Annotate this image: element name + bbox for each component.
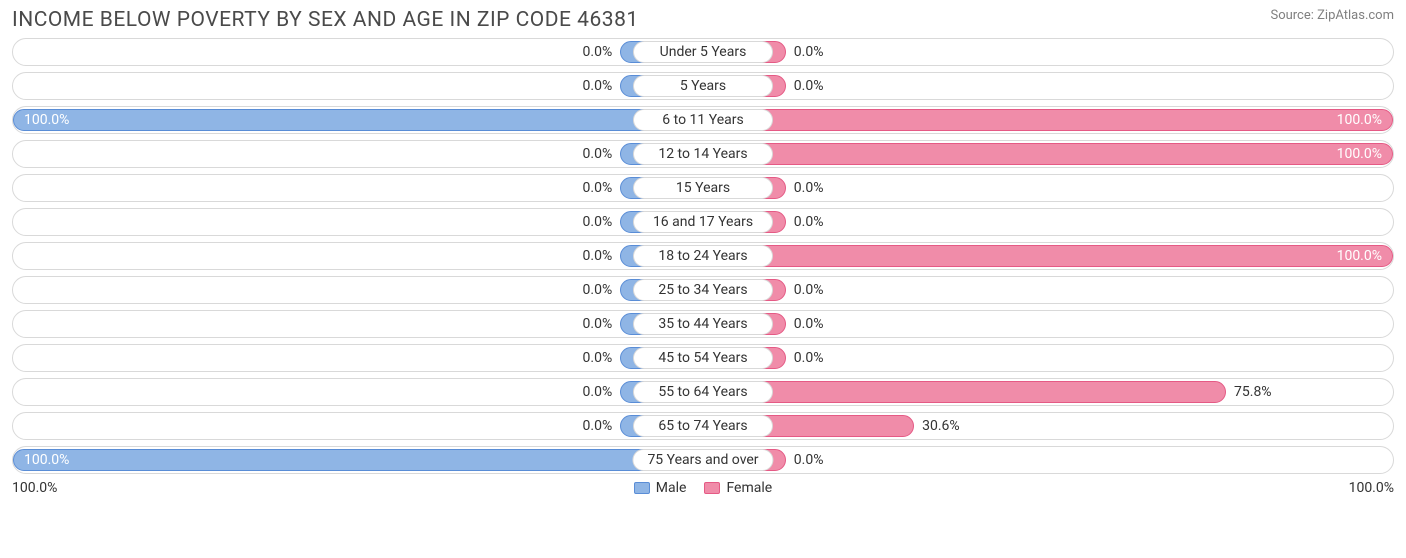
chart-row: 0.0% 100.0% 18 to 24 Years [12,242,1394,270]
male-value: 0.0% [577,311,619,337]
axis-left-max: 100.0% [12,480,57,496]
female-bar: 100.0% [703,143,1393,165]
male-value: 0.0% [577,73,619,99]
legend-label-female: Female [726,480,772,496]
female-value: 0.0% [788,345,830,371]
category-label: 65 to 74 Years [633,415,773,437]
female-bar: 100.0% [703,245,1393,267]
legend-swatch-female [704,482,720,494]
category-label: 25 to 34 Years [633,279,773,301]
category-label: 45 to 54 Years [633,347,773,369]
chart-row: 0.0% 30.6% 65 to 74 Years [12,412,1394,440]
male-bar: 100.0% [13,449,703,471]
chart-row: 0.0% 0.0% 15 Years [12,174,1394,202]
female-value: 100.0% [1331,110,1388,130]
category-label: 16 and 17 Years [633,211,773,233]
category-label: 18 to 24 Years [633,245,773,267]
legend-label-male: Male [656,480,687,496]
chart-header: INCOME BELOW POVERTY BY SEX AND AGE IN Z… [12,8,1394,32]
category-label: 35 to 44 Years [633,313,773,335]
chart-row: 0.0% 0.0% 45 to 54 Years [12,344,1394,372]
category-label: Under 5 Years [633,41,773,63]
female-value: 0.0% [788,209,830,235]
axis-right-max: 100.0% [1349,480,1394,496]
female-value: 0.0% [788,311,830,337]
male-value: 0.0% [577,209,619,235]
chart-footer: 100.0% Male Female 100.0% [12,480,1394,496]
chart-title: INCOME BELOW POVERTY BY SEX AND AGE IN Z… [12,8,639,32]
male-value: 0.0% [577,243,619,269]
female-bar [703,381,1226,403]
female-value: 75.8% [1228,379,1278,405]
category-label: 15 Years [633,177,773,199]
female-value: 0.0% [788,175,830,201]
female-bar: 100.0% [703,109,1393,131]
female-value: 100.0% [1331,246,1388,266]
legend-swatch-male [634,482,650,494]
female-value: 0.0% [788,39,830,65]
female-value: 0.0% [788,277,830,303]
male-bar: 100.0% [13,109,703,131]
male-value: 100.0% [18,450,75,470]
category-label: 12 to 14 Years [633,143,773,165]
chart-source: Source: ZipAtlas.com [1270,8,1394,23]
legend-male: Male [634,480,687,496]
male-value: 0.0% [577,39,619,65]
category-label: 55 to 64 Years [633,381,773,403]
chart-row: 0.0% 0.0% 35 to 44 Years [12,310,1394,338]
male-value: 0.0% [577,379,619,405]
female-value: 0.0% [788,447,830,473]
legend: Male Female [57,480,1348,496]
female-value: 0.0% [788,73,830,99]
category-label: 5 Years [633,75,773,97]
chart-row: 0.0% 0.0% 16 and 17 Years [12,208,1394,236]
chart-row: 0.0% 0.0% 25 to 34 Years [12,276,1394,304]
male-value: 0.0% [577,345,619,371]
chart-row: 0.0% 100.0% 12 to 14 Years [12,140,1394,168]
chart-row: 100.0% 100.0% 6 to 11 Years [12,106,1394,134]
diverging-bar-chart: 0.0% 0.0% Under 5 Years 0.0% 0.0% 5 Years 100.… [12,38,1394,474]
chart-row: 0.0% 0.0% Under 5 Years [12,38,1394,66]
legend-female: Female [704,480,772,496]
chart-row: 0.0% 0.0% 5 Years [12,72,1394,100]
chart-row: 0.0% 75.8% 55 to 64 Years [12,378,1394,406]
male-value: 0.0% [577,141,619,167]
female-value: 100.0% [1331,144,1388,164]
male-value: 100.0% [18,110,75,130]
male-value: 0.0% [577,413,619,439]
female-value: 30.6% [916,413,966,439]
category-label: 6 to 11 Years [633,109,773,131]
male-value: 0.0% [577,277,619,303]
category-label: 75 Years and over [632,449,773,471]
male-value: 0.0% [577,175,619,201]
chart-row: 100.0% 0.0% 75 Years and over [12,446,1394,474]
